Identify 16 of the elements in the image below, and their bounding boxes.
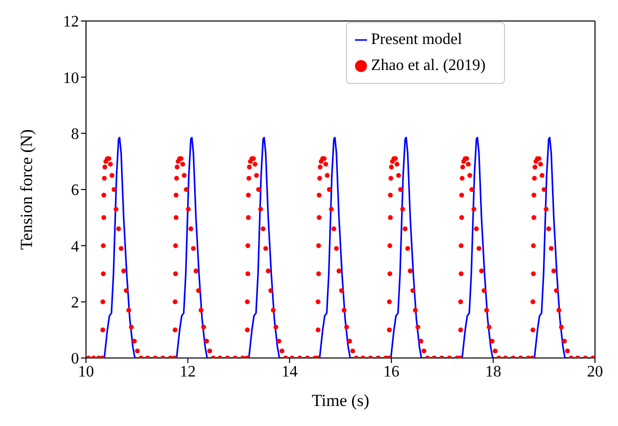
y-tick-label: 2 <box>71 294 79 312</box>
x-tick-label: 14 <box>282 363 298 380</box>
y-tick-label: 12 <box>63 14 79 31</box>
y-tick-label: 10 <box>63 70 79 87</box>
x-axis-title: Time (s) <box>312 391 370 410</box>
y-tick-label: 8 <box>71 126 79 144</box>
y-axis-title: Tension force (N) <box>17 129 36 250</box>
x-tick-label: 18 <box>485 363 502 380</box>
y-tick-label: 6 <box>71 182 79 200</box>
y-tick-label: 0 <box>71 350 79 368</box>
x-tick-label: 20 <box>587 363 603 380</box>
x-tick-label: 12 <box>180 363 196 380</box>
legend-label: Zhao et al. (2019) <box>371 57 486 74</box>
x-tick-label: 16 <box>383 363 400 380</box>
y-tick-label: 4 <box>71 238 79 256</box>
legend-label: Present model <box>371 31 462 48</box>
